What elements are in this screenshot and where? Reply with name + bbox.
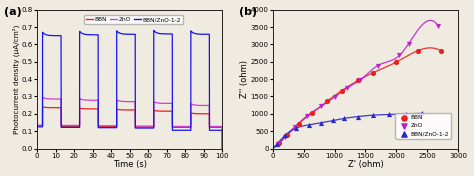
Line: ZnO: ZnO: [37, 97, 222, 149]
Text: (b): (b): [239, 7, 257, 17]
BBN: [169, 110, 174, 112]
Point: [283, 134, 291, 136]
Point: [402, 112, 410, 115]
Point: [273, 143, 281, 145]
Point: [392, 61, 400, 64]
BBN/ZnO-1-2: [112, 127, 118, 129]
Point: [354, 115, 362, 118]
Point: [374, 64, 382, 67]
BBN: [205, 113, 210, 115]
BBN: [214, 126, 219, 128]
Point: [437, 49, 445, 52]
BBN/ZnO-1-2: [151, 29, 156, 32]
Point: [356, 78, 364, 81]
Point: [275, 142, 283, 145]
Point: [274, 143, 282, 146]
Line: BBN: BBN: [37, 107, 222, 149]
ZnO: [169, 102, 174, 104]
BBN/ZnO-1-2: [113, 127, 119, 129]
Point: [354, 79, 362, 82]
Point: [385, 113, 392, 116]
Point: [341, 117, 348, 120]
ZnO: [112, 125, 118, 127]
BBN: [114, 125, 119, 128]
ZnO: [114, 125, 119, 127]
ZnO: [122, 100, 128, 103]
Point: [305, 124, 312, 126]
Point: [292, 127, 300, 129]
ZnO: [40, 96, 46, 98]
Point: [281, 134, 289, 137]
Legend: BBN, ZnO, BBN/ZnO-1-2: BBN, ZnO, BBN/ZnO-1-2: [84, 15, 183, 24]
BBN: [40, 106, 46, 108]
BBN: [112, 125, 118, 128]
Point: [303, 114, 311, 117]
ZnO: [205, 104, 210, 106]
ZnO: [219, 147, 225, 150]
BBN/ZnO-1-2: [214, 129, 219, 131]
BBN/ZnO-1-2: [205, 33, 210, 35]
Point: [295, 122, 302, 125]
Point: [405, 42, 412, 45]
Point: [291, 125, 299, 128]
Point: [317, 121, 325, 124]
Point: [419, 112, 426, 115]
ZnO: [214, 125, 219, 128]
Point: [323, 100, 331, 103]
Point: [281, 136, 289, 139]
Point: [343, 87, 351, 90]
BBN/ZnO-1-2: [219, 147, 225, 150]
X-axis label: Z' (ohm): Z' (ohm): [347, 160, 383, 169]
Point: [317, 105, 325, 108]
Point: [369, 114, 377, 117]
Y-axis label: Z'' (ohm): Z'' (ohm): [240, 60, 249, 98]
BBN/ZnO-1-2: [169, 33, 174, 35]
Text: (a): (a): [4, 7, 21, 17]
BBN/ZnO-1-2: [122, 33, 128, 35]
X-axis label: Time (s): Time (s): [113, 160, 146, 169]
Line: BBN/ZnO-1-2: BBN/ZnO-1-2: [37, 30, 222, 149]
BBN/ZnO-1-2: [34, 126, 40, 128]
BBN: [122, 109, 128, 111]
Point: [396, 54, 403, 57]
Point: [338, 89, 346, 92]
Point: [309, 112, 316, 115]
BBN: [34, 125, 40, 127]
Point: [414, 49, 422, 52]
BBN: [219, 147, 225, 150]
Point: [331, 96, 338, 99]
Y-axis label: Photocurrent density (μA/cm²): Photocurrent density (μA/cm²): [13, 24, 20, 134]
Point: [435, 25, 442, 27]
Point: [369, 71, 377, 74]
ZnO: [34, 124, 40, 126]
Point: [329, 119, 337, 122]
Legend: BBN, ZnO, BBN/ZnO-1-2: BBN, ZnO, BBN/ZnO-1-2: [395, 113, 451, 139]
